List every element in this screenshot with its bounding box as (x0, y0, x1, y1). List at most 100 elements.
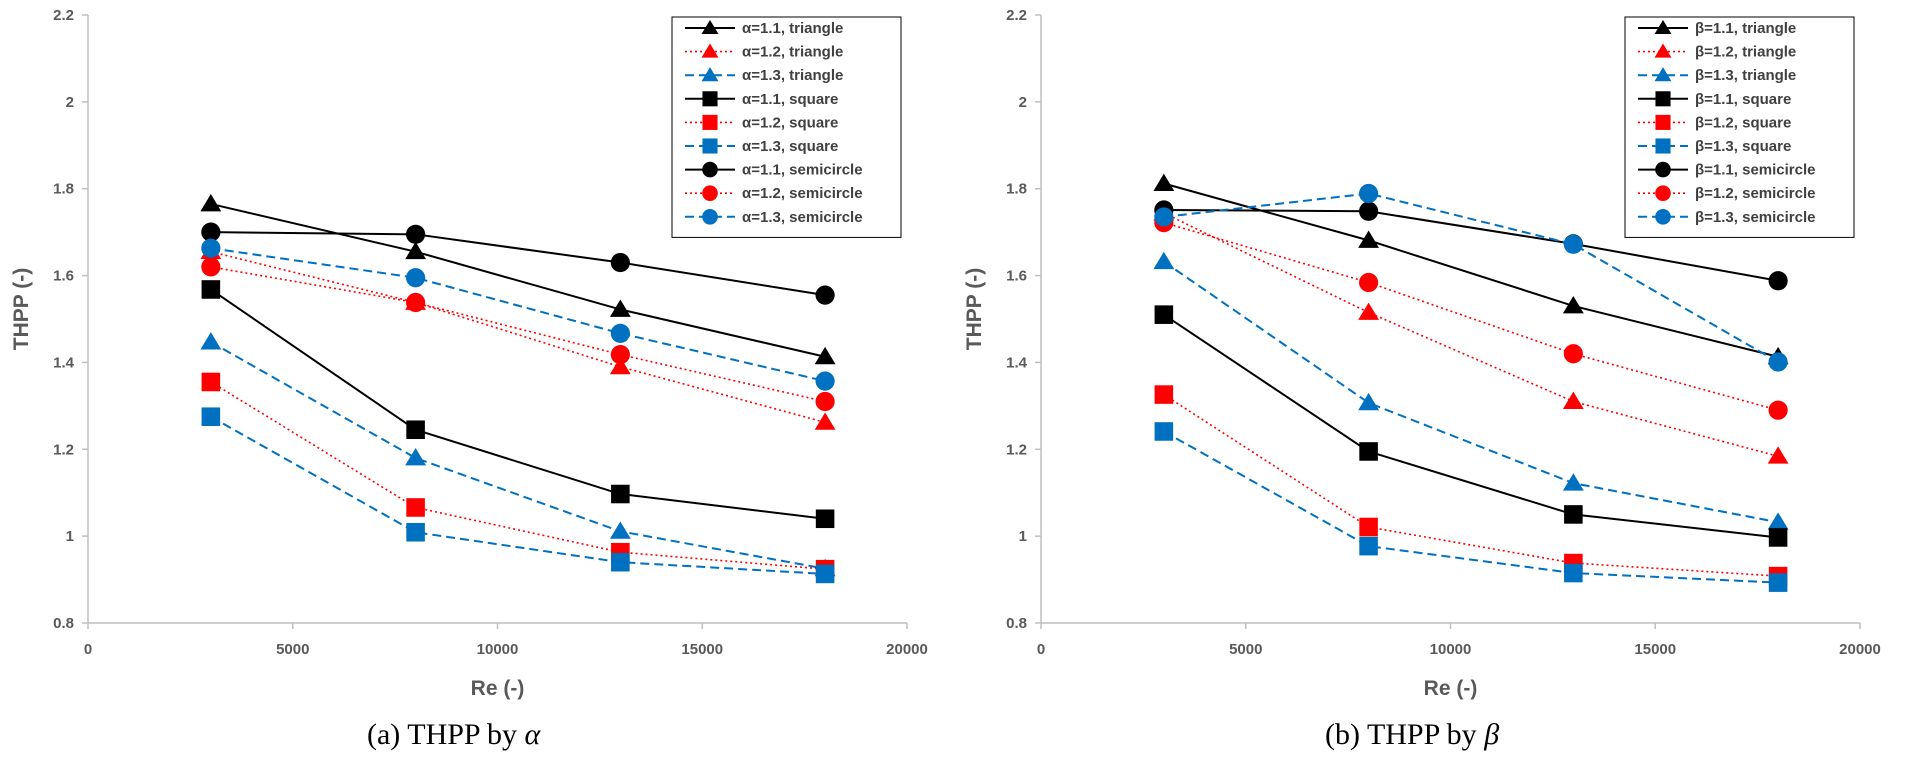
legend-marker-square (702, 114, 718, 130)
legend-label: β=1.1, square (1695, 91, 1791, 108)
data-point-square (1564, 563, 1583, 583)
series-6 (1154, 422, 1788, 592)
data-point-triangle (1562, 391, 1584, 409)
thpp-alpha-chart: 0.8 1 1.2 1.4 1.6 1.8 2 2.2 0 5000 10000 15000 20000… (10, 7, 928, 700)
legend-item: β=1.1, semicircle (1638, 162, 1816, 179)
data-point-triangle (609, 356, 631, 375)
legend-marker-circle (1655, 185, 1671, 201)
legend-item: β=1.1, square (1638, 91, 1791, 108)
legend-label: β=1.2, semicircle (1695, 185, 1816, 202)
data-point-square (1154, 305, 1174, 324)
series-2 (200, 241, 836, 430)
legend-item: β=1.3, triangle (1638, 67, 1796, 84)
data-point-square (1768, 573, 1788, 592)
legend-label: α=1.1, square (742, 91, 838, 108)
series-7 (201, 222, 835, 305)
legend-label: α=1.2, semicircle (742, 185, 863, 202)
data-point-triangle (1767, 446, 1789, 464)
y-tick-label: 2 (66, 94, 74, 111)
y-tick-label: 1.4 (53, 354, 75, 371)
data-point-triangle (405, 241, 427, 260)
series-line (1163, 182, 1779, 358)
y-tick-label: 1.4 (1006, 354, 1028, 371)
legend-item: β=1.3, square (1638, 138, 1791, 155)
legend-marker-triangle (1654, 67, 1672, 82)
data-point-circle (201, 238, 221, 258)
y-tick-label: 2 (1019, 94, 1027, 111)
legend-label: β=1.3, semicircle (1695, 209, 1816, 226)
legend-item: α=1.2, square (685, 114, 838, 131)
legend-label: α=1.3, square (742, 138, 838, 155)
data-point-triangle (1153, 251, 1175, 270)
data-point-square (1359, 517, 1378, 537)
data-point-circle (610, 252, 630, 273)
series-1 (200, 193, 836, 365)
caption-main-text: (b) THPP by (1325, 718, 1485, 751)
y-tick-label: 1.2 (53, 441, 74, 458)
data-point-square (815, 564, 835, 584)
caption-variable: β (1484, 718, 1500, 751)
legend-item: β=1.1, triangle (1638, 19, 1796, 37)
legend-label: β=1.3, triangle (1695, 67, 1796, 84)
series-line (1163, 393, 1779, 577)
series-line (1163, 212, 1779, 458)
legend-marker-triangle (701, 19, 719, 35)
legend-marker-triangle (1654, 43, 1672, 58)
data-point-square (1154, 385, 1174, 404)
x-tick-label: 20000 (1839, 641, 1881, 658)
legend-marker-circle (702, 185, 718, 201)
legend-marker-square (702, 91, 718, 107)
caption-variable: α (524, 718, 541, 751)
series-line (210, 202, 826, 358)
data-point-triangle (814, 346, 836, 365)
data-point-triangle (609, 299, 631, 317)
data-point-circle (815, 391, 835, 412)
series-line (210, 250, 826, 424)
legend-item: α=1.3, semicircle (685, 209, 863, 226)
data-point-triangle (200, 193, 222, 212)
series-line (1163, 260, 1779, 524)
series-8 (1154, 212, 1788, 420)
chart-panel-beta: 0.8 1 1.2 1.4 1.6 1.8 2 2.2 0 5000 10000 15000 20000… (953, 0, 1905, 774)
series-9 (1154, 183, 1788, 372)
legend-label: α=1.2, triangle (742, 44, 843, 61)
data-point-triangle (1358, 302, 1380, 320)
series-line (1163, 221, 1779, 411)
series-3 (200, 332, 836, 577)
x-tick-label: 20000 (886, 641, 928, 658)
data-point-circle (1768, 400, 1788, 420)
data-point-square (1564, 505, 1583, 524)
y-tick-label: 1 (66, 528, 74, 545)
series-line (1163, 430, 1779, 584)
data-point-circle (406, 224, 426, 244)
data-point-square (201, 407, 221, 426)
series-4 (1154, 305, 1788, 547)
data-point-circle (610, 345, 630, 365)
x-tick-label: 5000 (1229, 641, 1262, 658)
legend-label: α=1.3, triangle (742, 67, 843, 84)
legend-label: β=1.1, semicircle (1695, 162, 1816, 179)
series-line (210, 231, 826, 297)
legend-item: α=1.2, semicircle (685, 185, 863, 202)
legend-marker-triangle (701, 43, 719, 58)
data-point-square (1359, 536, 1378, 556)
data-point-square (1359, 442, 1378, 461)
series-9 (201, 238, 835, 391)
legend-label: α=1.1, semicircle (742, 162, 863, 179)
legend-label: β=1.2, square (1695, 114, 1791, 131)
legend-marker-triangle (1654, 19, 1672, 35)
legend-item: α=1.1, semicircle (685, 162, 863, 179)
data-point-circle (1563, 344, 1583, 364)
x-tick-label: 5000 (276, 641, 309, 658)
caption-main-text: (a) THPP by (367, 718, 525, 751)
data-point-square (201, 372, 221, 392)
data-point-circle (1359, 272, 1379, 293)
series-line (210, 381, 826, 570)
legend-label: β=1.2, triangle (1695, 44, 1796, 61)
series-line (1163, 192, 1779, 363)
y-tick-label: 1.6 (53, 268, 74, 285)
y-tick-label: 2.2 (1006, 7, 1027, 24)
legend-item: α=1.1, square (685, 91, 838, 108)
x-axis-title: Re (-) (471, 677, 525, 700)
legend-marker-square (1655, 91, 1671, 107)
